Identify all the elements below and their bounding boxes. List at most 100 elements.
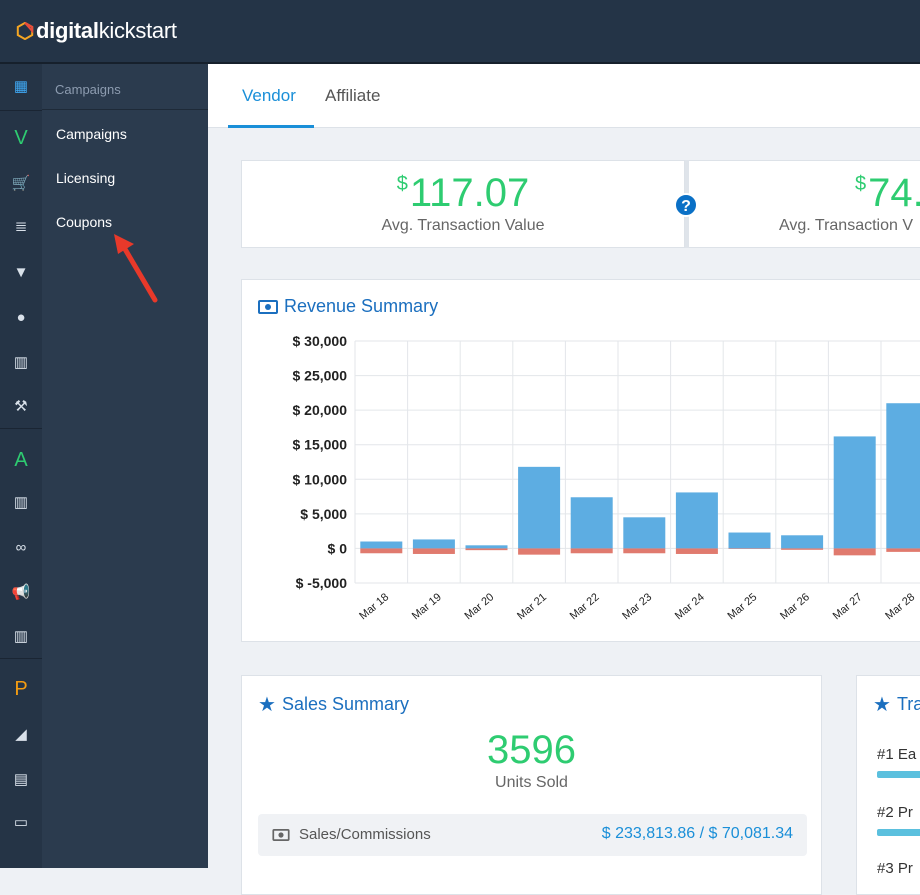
megaphone-icon[interactable]: 📢 [11,584,31,601]
list-icon[interactable]: ≣ [14,218,28,235]
dashboard-grid-icon[interactable]: ▦ [13,78,29,95]
bar-refunds-mar-23 [623,548,666,554]
bar-revenue-mar-26 [781,535,824,549]
bar-refunds-mar-22 [570,548,613,554]
top-bar: digital kickstart [0,0,920,64]
subnav-item-licensing[interactable]: Licensing [56,170,116,186]
bar-revenue-mar-25 [728,532,771,549]
user-icon[interactable]: ● [16,308,26,326]
y-tick-label: $ 5,000 [300,506,347,522]
bar-refunds-mar-24 [675,548,718,554]
annotation-arrow [114,234,158,303]
y-tick-label: $ 25,000 [293,368,348,384]
bar-refunds-mar-19 [412,548,455,554]
bar-refunds-mar-21 [518,548,561,555]
filter-icon[interactable]: ▼ [13,263,29,281]
bar-revenue-mar-23 [623,517,666,549]
bar-revenue-mar-27 [833,436,876,549]
logo-hexagon-icon [16,22,34,40]
rank-bar-2 [877,829,920,836]
document-icon[interactable]: ▤ [13,771,29,788]
iconbar-separator [0,658,42,659]
bar-chart-icon-2[interactable]: ▥ [13,494,29,511]
x-tick-label: Mar 18 [357,591,391,622]
rank-item-2[interactable]: #2 Pr [877,804,913,821]
cart-icon[interactable]: 🛒 [11,175,31,192]
x-tick-label: Mar 25 [725,591,759,622]
iconbar-separator [0,428,42,429]
money-icon [272,828,290,841]
y-tick-label: $ 0 [328,540,348,556]
bar-chart-icon-3[interactable]: ▥ [13,628,29,645]
bar-refunds-mar-25 [728,548,771,549]
link-icon[interactable]: ∞ [15,538,27,556]
bar-revenue-mar-21 [518,466,561,549]
rank-item-1[interactable]: #1 Ea [877,746,917,763]
stat-label: Avg. Transaction Value [381,217,545,234]
subnav-item-campaigns[interactable]: Campaigns [56,126,127,142]
sales-summary-title: ★ Sales Summary [258,694,409,716]
monitor-icon[interactable]: ▭ [13,814,29,831]
stat-value: $117.07 [396,171,530,215]
stat-label-2: Avg. Transaction V [779,217,913,234]
bar-refunds-mar-18 [360,548,403,554]
x-tick-label: Mar 23 [620,591,654,622]
bar-chart-icon[interactable]: ▥ [13,354,29,371]
wrench-icon[interactable]: ⚒ [14,398,28,415]
tab-vendor[interactable]: Vendor [242,86,296,105]
sales-summary-panel: ★ Sales Summary 3596 Units Sold Sales/Co… [241,675,822,895]
x-tick-label: Mar 28 [883,591,917,622]
bar-revenue-mar-18 [360,541,403,549]
subnav-item-coupons[interactable]: Coupons [56,214,113,230]
bar-refunds-mar-27 [833,548,876,556]
top-products-title: ★ Tra [873,694,920,716]
rank-item-3[interactable]: #3 Pr [877,860,913,877]
tab-bar: Vendor Affiliate [208,64,920,128]
revenue-summary-title: Revenue Summary [258,296,438,317]
main-content: Vendor Affiliate $117.07 Avg. Transactio… [208,64,920,895]
x-tick-label: Mar 22 [568,591,602,622]
y-tick-label: $ 15,000 [293,437,348,453]
bar-refunds-mar-28 [886,548,920,552]
y-tick-label: $ 10,000 [293,471,348,487]
affiliate-section-letter[interactable]: A [14,448,28,471]
p-section-letter[interactable]: P [14,677,28,700]
bar-revenue-mar-24 [675,492,718,549]
x-tick-label: Mar 26 [778,591,812,622]
brand-prefix: digital [36,18,99,43]
bar-revenue-mar-28 [886,403,920,549]
money-icon [258,299,278,314]
brand-logo[interactable]: digital kickstart [16,18,177,44]
bar-refunds-mar-26 [781,548,824,550]
brand-suffix: kickstart [98,18,177,43]
x-tick-label: Mar 24 [673,591,707,622]
units-sold-label: Units Sold [495,774,568,791]
bar-revenue-mar-19 [412,539,455,549]
sales-commissions-label: Sales/Commissions [299,826,431,843]
units-sold-value: 3596 [487,728,576,772]
bar-revenue-mar-22 [570,497,613,549]
star-icon: ★ [873,694,891,716]
revenue-chart: $ 30,000 $ 25,000 $ 20,000 $ 15,000 $ 10,000… [293,333,920,622]
vendor-section-letter[interactable]: V [14,126,28,149]
subnav-header: Campaigns [42,64,208,110]
x-tick-label: Mar 20 [462,591,496,622]
area-chart-icon[interactable]: ◢ [15,726,27,743]
bar-revenue-mar-20 [465,545,508,549]
revenue-summary-panel: Revenue Summary $ 30,000 $ 25,000 $ 20,000… [241,279,920,642]
sub-navigation: Campaigns Campaigns Licensing Coupons [42,64,208,868]
x-tick-label: Mar 27 [831,591,865,622]
iconbar-separator [0,110,42,111]
tab-affiliate[interactable]: Affiliate [325,86,381,105]
active-tab-indicator [228,125,314,128]
help-icon[interactable]: ? [674,193,698,217]
x-tick-label: Mar 19 [410,591,444,622]
bar-refunds-mar-20 [465,548,508,551]
y-tick-label: $ 30,000 [293,333,348,349]
rank-bar-1 [877,771,920,778]
stat-card-avg-transaction-affiliate: $74. Avg. Transaction V [689,160,920,248]
sales-commissions-value: $ 233,813.86 / $ 70,081.34 [601,825,793,842]
x-tick-label: Mar 21 [515,591,549,622]
star-icon: ★ [258,694,276,716]
y-tick-label: $ 20,000 [293,402,348,418]
